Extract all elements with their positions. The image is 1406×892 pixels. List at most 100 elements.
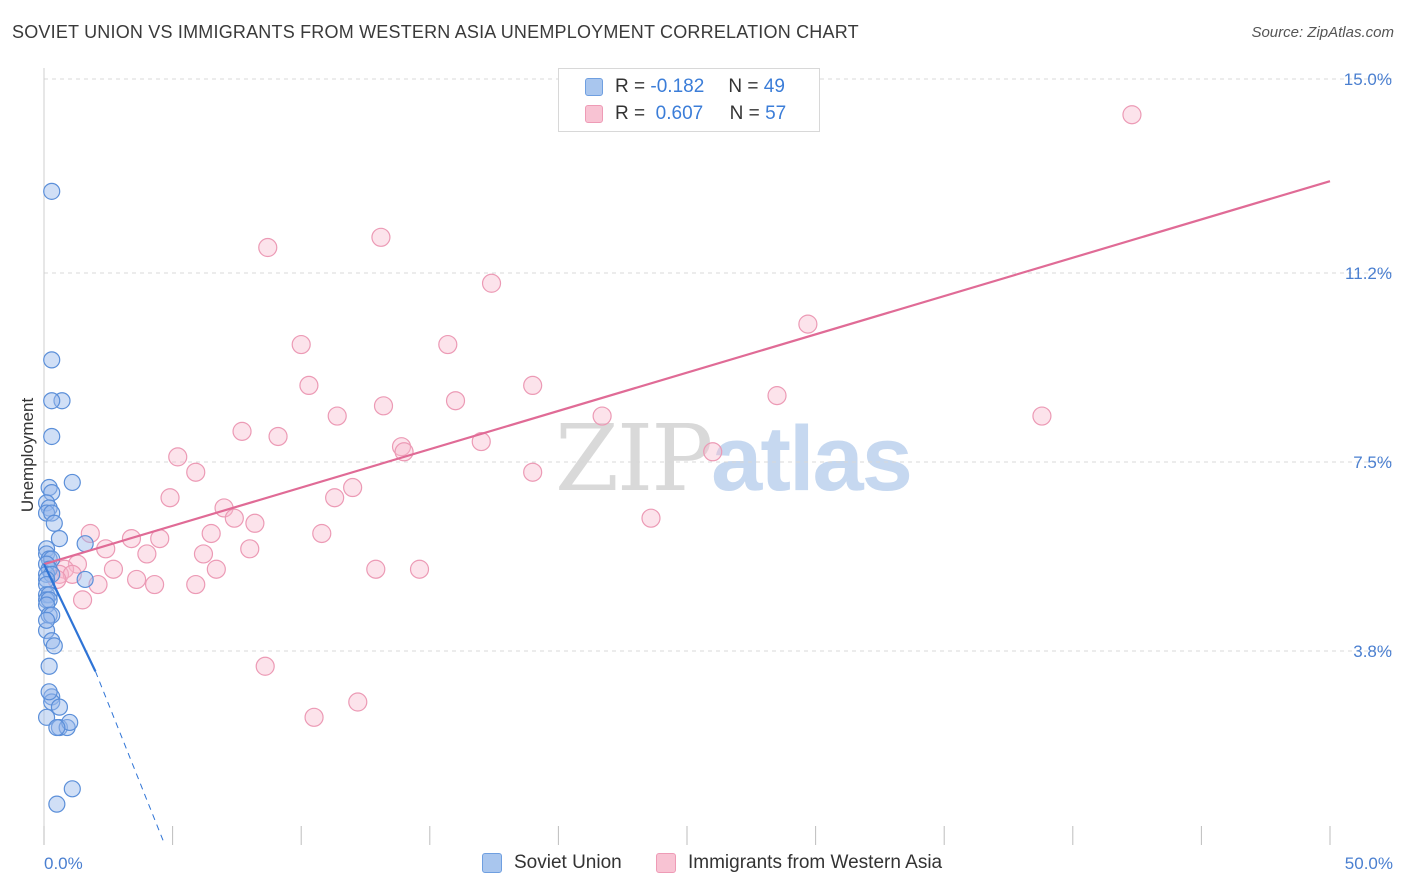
immigrants-point [409, 559, 430, 579]
immigrants-point [373, 396, 394, 416]
soviet-union-point [63, 780, 81, 798]
immigrants-point [201, 523, 221, 544]
immigrants-point [232, 421, 252, 441]
soviet-union-point [45, 514, 63, 532]
immigrants-point [327, 406, 347, 426]
x-tick-label-max: 50.0% [1345, 854, 1393, 873]
soviet-union-point [50, 529, 69, 548]
immigrants-point [366, 559, 386, 579]
soviet-union-point [43, 427, 61, 446]
y-axis-label: Unemployment [18, 398, 37, 513]
legend-r-label: R = [615, 103, 646, 124]
soviet-union-point [48, 795, 66, 813]
immigrants-point [592, 406, 612, 426]
immigrants-point [312, 523, 332, 544]
trend-lines [43, 180, 1331, 846]
legend-n-label: N = [728, 76, 759, 97]
immigrants-point [126, 569, 147, 590]
immigrants-point [291, 334, 311, 355]
immigrants-point [103, 559, 124, 579]
immigrants-point [1122, 105, 1142, 125]
immigrants-point [80, 523, 100, 544]
immigrants-point [186, 574, 206, 595]
soviet-union-point [48, 718, 66, 737]
soviet-union-points [37, 182, 94, 813]
immigrants-point [523, 462, 543, 482]
bottom-legend-swatch-immigrants [656, 853, 676, 873]
bottom-legend-swatch-soviet-union [482, 853, 502, 873]
watermark: ZIPatlas [555, 405, 913, 512]
immigrants-point [798, 314, 818, 334]
immigrants-point [438, 334, 458, 355]
immigrants-point [186, 462, 206, 482]
soviet-union-trend-extension [94, 671, 166, 846]
legend-n-value: 49 [763, 76, 785, 97]
y-tick-label: 11.2% [1345, 264, 1392, 283]
immigrants-point [371, 227, 391, 247]
bottom-legend-label-immigrants: Immigrants from Western Asia [688, 852, 943, 873]
immigrants-point [268, 426, 288, 447]
soviet-union-point [43, 504, 61, 522]
immigrants-point [767, 386, 787, 406]
immigrants-point [481, 273, 502, 293]
watermark-zip: ZIP [555, 405, 713, 512]
immigrants-point [299, 375, 319, 395]
soviet-union-point [37, 708, 56, 726]
axis-labels: 3.8% 7.5% 11.2% 15.0% 0.0% 50.0% Unemployment [18, 70, 1393, 873]
legend-swatch-soviet-union [585, 78, 603, 96]
immigrants-point [224, 508, 244, 528]
chart-title: SOVIET UNION VS IMMIGRANTS FROM WESTERN … [12, 22, 859, 42]
legend-row-soviet-union: R = -0.182 N = 49 [585, 75, 785, 99]
soviet-union-point [63, 473, 81, 492]
immigrants-point [304, 707, 324, 727]
immigrants-point [144, 574, 165, 595]
soviet-union-point [37, 596, 56, 614]
bottom-legend-immigrants: Immigrants from Western Asia [656, 852, 942, 874]
soviet-union-point [40, 657, 58, 675]
soviet-union-trend-line [43, 563, 97, 672]
legend-swatch-immigrants [585, 105, 603, 123]
bottom-legend-soviet-union: Soviet Union [482, 852, 622, 874]
immigrants-point [471, 431, 491, 452]
source-label: Source: ZipAtlas.com [1251, 24, 1394, 41]
immigrants-trend-line [43, 180, 1331, 566]
soviet-union-point [43, 392, 61, 410]
correlation-legend: R = -0.182 N = 49 R = 0.607 N = 57 [558, 68, 820, 132]
soviet-union-point [61, 713, 79, 732]
immigrants-point [240, 539, 260, 559]
legend-r-value: -0.182 [650, 76, 705, 97]
soviet-union-point [37, 540, 56, 558]
legend-n-label: N = [729, 103, 760, 124]
soviet-union-point [43, 606, 61, 624]
immigrants-point [641, 508, 661, 528]
axes [43, 68, 1331, 845]
y-tick-label: 3.8% [1353, 642, 1392, 661]
legend-r-label: R = [615, 76, 646, 97]
y-tick-label: 7.5% [1353, 453, 1392, 472]
immigrants-point [245, 513, 265, 533]
immigrants-point [445, 391, 466, 411]
immigrants-point [168, 447, 188, 467]
soviet-union-point [40, 683, 58, 701]
immigrants-point [343, 477, 363, 498]
watermark-atlas: atlas [711, 408, 913, 510]
immigrants-point [255, 656, 275, 676]
legend-r-value: 0.607 [655, 103, 704, 124]
immigrants-point [1032, 406, 1052, 426]
legend-n-value: 57 [765, 103, 787, 124]
legend-row-immigrants: R = 0.607 N = 57 [585, 102, 786, 126]
immigrants-point [96, 539, 116, 559]
soviet-union-point [50, 698, 69, 716]
immigrants-point [325, 488, 345, 508]
immigrants-point [206, 559, 226, 579]
immigrants-point [193, 544, 214, 564]
soviet-union-point [43, 351, 61, 369]
soviet-union-point [37, 611, 56, 629]
immigrants-point [391, 437, 412, 457]
bottom-legend-label-soviet-union: Soviet Union [514, 852, 622, 873]
immigrants-point [703, 442, 723, 462]
soviet-union-point [45, 637, 63, 655]
x-tick-label-min: 0.0% [44, 854, 83, 873]
grid-lines [44, 78, 1392, 652]
